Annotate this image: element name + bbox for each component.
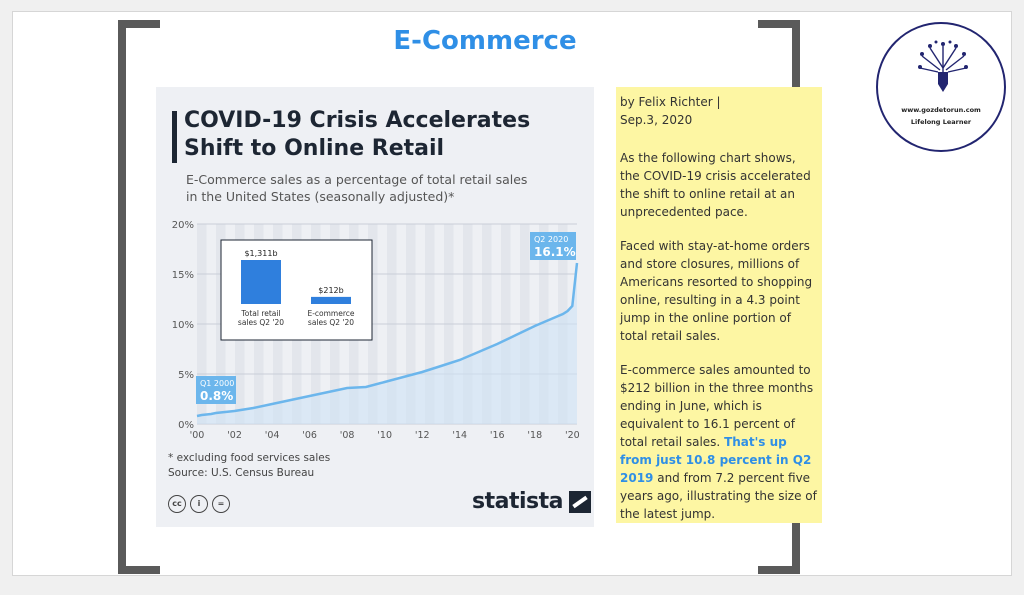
inset-category-label: sales Q2 '20 (238, 318, 284, 327)
x-tick-label: '16 (490, 430, 505, 441)
x-tick-label: '04 (265, 430, 280, 441)
chart-footnote: * excluding food services sales Source: … (168, 451, 330, 481)
title-accent-bar (172, 111, 177, 163)
footnote-text: * excluding food services sales (168, 452, 331, 464)
inset-category-label: sales Q2 '20 (308, 318, 354, 327)
article-paragraph-1: As the following chart shows, the COVID-… (620, 151, 811, 219)
chart-title-line1: COVID-19 Crisis Accelerates (184, 108, 531, 133)
cc-icon: cc (168, 495, 186, 513)
gozdetorun-badge: www.gozdetorun.com Lifelong Learner (876, 22, 1006, 152)
series-line (196, 262, 579, 418)
inset-bar (241, 260, 281, 304)
annotation-value-start: 0.8% (200, 389, 233, 403)
article-paragraph-2: Faced with stay-at-home orders and store… (620, 239, 813, 343)
inset-category-label: Total retail (240, 309, 280, 318)
pencil-tree-icon (918, 40, 968, 92)
statista-wordmark: statista (472, 489, 563, 514)
chart-subtitle-line1: E-Commerce sales as a percentage of tota… (186, 172, 528, 187)
byline-date: Sep.3, 2020 (620, 113, 693, 127)
y-tick-label: 10% (172, 320, 194, 331)
byline-author: by Felix Richter | (620, 95, 721, 109)
x-tick-label: '06 (302, 430, 317, 441)
frame-bracket-left (118, 40, 126, 546)
annotation-value-end: 16.1% (534, 245, 576, 259)
statista-brand: statista (472, 489, 591, 514)
x-tick-label: '12 (415, 430, 430, 441)
frame-bracket-top-left (118, 20, 160, 48)
para3-highlight: That's up from just 10.8 percent in Q2 2… (620, 435, 812, 485)
para3-end: and from 7.2 percent five years ago, ill… (620, 471, 817, 521)
annotation-label-end: Q2 2020 (534, 235, 568, 244)
article-byline: by Felix Richter | Sep.3, 2020 (616, 93, 725, 129)
y-tick-label: 5% (178, 370, 194, 381)
source-text: Source: U.S. Census Bureau (168, 467, 315, 479)
slide-title: E-Commerce (393, 26, 577, 56)
frame-bracket-bottom-left (118, 546, 160, 574)
inset-bar-label: $1,311b (244, 249, 277, 258)
chart-subtitle-line2: in the United States (seasonally adjuste… (186, 189, 455, 204)
y-tick-label: 20% (172, 220, 194, 231)
x-tick-label: '10 (377, 430, 392, 441)
inset-category-label: E-commerce (307, 309, 354, 318)
annotation-box-start (196, 376, 236, 404)
line-chart: 20% 15% 10% 5% 0%'00 '02 '04 '06 '08 '10 '12 '14 '16… (172, 220, 580, 441)
frame-bracket-top-right (758, 20, 800, 48)
x-tick-label: '18 (527, 430, 542, 441)
x-tick-label: '00 (190, 430, 205, 441)
inset-bar (311, 296, 351, 304)
y-tick-label: 0% (178, 420, 194, 431)
x-tick-label: '14 (452, 430, 467, 441)
attribution-icon: i (190, 495, 208, 513)
license-icons: cc i = (168, 495, 230, 513)
badge-url: www.gozdetorun.com (901, 106, 981, 114)
statista-logo-icon (568, 490, 591, 513)
annotation-box-end (530, 232, 576, 260)
frame-bracket-bottom-right (758, 546, 800, 574)
y-tick-label: 15% (172, 270, 194, 281)
article-text-box: by Felix Richter | Sep.3, 2020 As the fo… (616, 87, 822, 523)
chart-subtitle: E-Commerce sales as a percentage of tota… (186, 171, 586, 205)
inset-bar-label: $212b (318, 286, 343, 295)
article-paragraph-3: E-commerce sales amounted to $212 billio… (616, 361, 822, 523)
x-tick-label: '02 (227, 430, 242, 441)
chart-title: COVID-19 Crisis Accelerates Shift to Onl… (184, 107, 530, 163)
badge-tagline: Lifelong Learner (910, 118, 972, 126)
chart-title-line2: Shift to Online Retail (184, 136, 445, 161)
no-derivatives-icon: = (212, 495, 230, 513)
x-tick-label: '08 (340, 430, 355, 441)
annotation-label-start: Q1 2000 (200, 379, 234, 388)
para3-start: E-commerce sales amounted to $212 billio… (620, 363, 814, 449)
infographic-card: COVID-19 Crisis Accelerates Shift to Onl… (156, 87, 594, 527)
x-tick-label: '20 (565, 430, 580, 441)
series-area (197, 263, 577, 424)
